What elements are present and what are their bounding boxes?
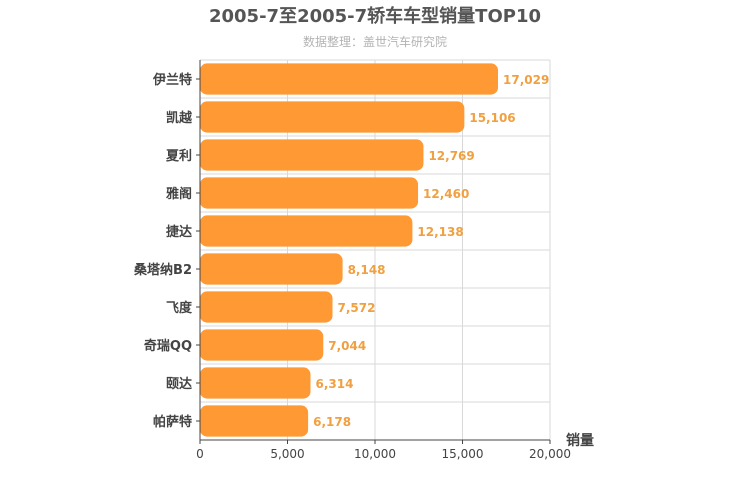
bar <box>200 405 309 437</box>
bar <box>200 253 343 285</box>
x-tick-label: 15,000 <box>442 447 484 461</box>
bar <box>200 101 465 133</box>
x-tick-label: 0 <box>196 447 204 461</box>
data-label: 7,044 <box>328 339 366 353</box>
category-label: 伊兰特 <box>152 72 192 88</box>
category-label: 夏利 <box>165 148 192 164</box>
bar <box>200 215 413 247</box>
x-tick-label: 20,000 <box>529 447 571 461</box>
data-label: 12,460 <box>423 187 469 201</box>
labels: 伊兰特 17,029 凯越 15,106 夏利 12,769 雅阁 12,460 捷达 12,13… <box>133 72 549 430</box>
x-tick-label: 10,000 <box>354 447 396 461</box>
chart-title: 2005-7至2005-7轿车车型销量TOP10 <box>209 5 541 27</box>
data-label: 6,314 <box>315 377 353 391</box>
category-label: 帕萨特 <box>153 414 192 430</box>
data-label: 12,769 <box>428 149 474 163</box>
bar <box>200 63 499 95</box>
x-axis-label: 销量 <box>566 432 594 449</box>
category-label: 雅阁 <box>166 186 192 202</box>
bar <box>200 139 424 171</box>
data-label: 6,178 <box>313 415 351 429</box>
category-label: 桑塔纳B2 <box>133 262 192 278</box>
bar <box>200 329 324 361</box>
data-label: 8,148 <box>348 263 386 277</box>
grid-lines <box>200 59 551 441</box>
bar <box>200 177 419 209</box>
bar <box>200 367 311 399</box>
data-label: 7,572 <box>338 301 376 315</box>
chart-subtitle: 数据整理：盖世汽车研究院 <box>303 34 447 49</box>
bar <box>200 291 333 323</box>
data-label: 12,138 <box>417 225 463 239</box>
axes: 0 5,000 10,000 15,000 20,000 <box>196 60 571 461</box>
x-tick-label: 5,000 <box>270 447 304 461</box>
bars <box>200 63 499 437</box>
data-label: 15,106 <box>469 111 515 125</box>
category-label: 颐达 <box>166 376 192 392</box>
category-label: 凯越 <box>166 110 193 126</box>
category-label: 奇瑞QQ <box>144 338 192 354</box>
data-label: 17,029 <box>503 73 549 87</box>
category-label: 飞度 <box>166 300 193 316</box>
category-label: 捷达 <box>166 224 192 240</box>
